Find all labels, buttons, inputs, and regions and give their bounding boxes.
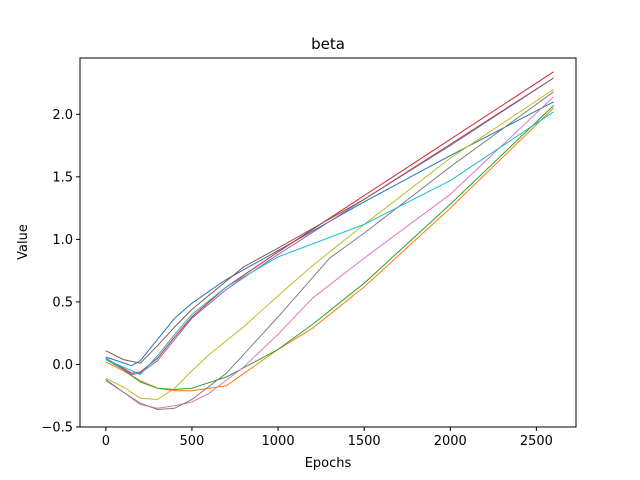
x-tick-label: 1000 [262,434,295,449]
plot-area-frame [79,57,577,428]
y-tick-label: 0.0 [52,358,73,373]
series-line-3 [105,105,554,390]
x-tick-label: 500 [180,434,205,449]
series-line-10 [105,111,554,375]
y-axis-label: Value [16,224,31,260]
y-tick-label: 2.0 [52,108,73,123]
x-axis: 0 500 1000 1500 2000 2500 [102,427,553,449]
y-tick-label: 0.5 [52,295,73,310]
series-layer [105,71,554,410]
y-tick-label: 1.5 [52,170,73,185]
series-line-4 [105,71,554,374]
x-axis-label: Epochs [305,456,352,471]
y-axis: −0.5 0.0 0.5 1.0 1.5 2.0 [41,108,80,436]
y-tick-label: 1.0 [52,233,73,248]
series-line-2 [105,107,554,392]
x-tick-label: 0 [102,434,110,449]
series-line-8 [105,91,554,410]
series-line-6 [105,77,554,364]
x-tick-label: 2500 [520,434,553,449]
x-tick-label: 2000 [434,434,467,449]
y-tick-label: −0.5 [41,421,73,436]
series-line-7 [105,96,554,409]
chart-title: beta [311,35,345,53]
x-tick-label: 1500 [348,434,381,449]
